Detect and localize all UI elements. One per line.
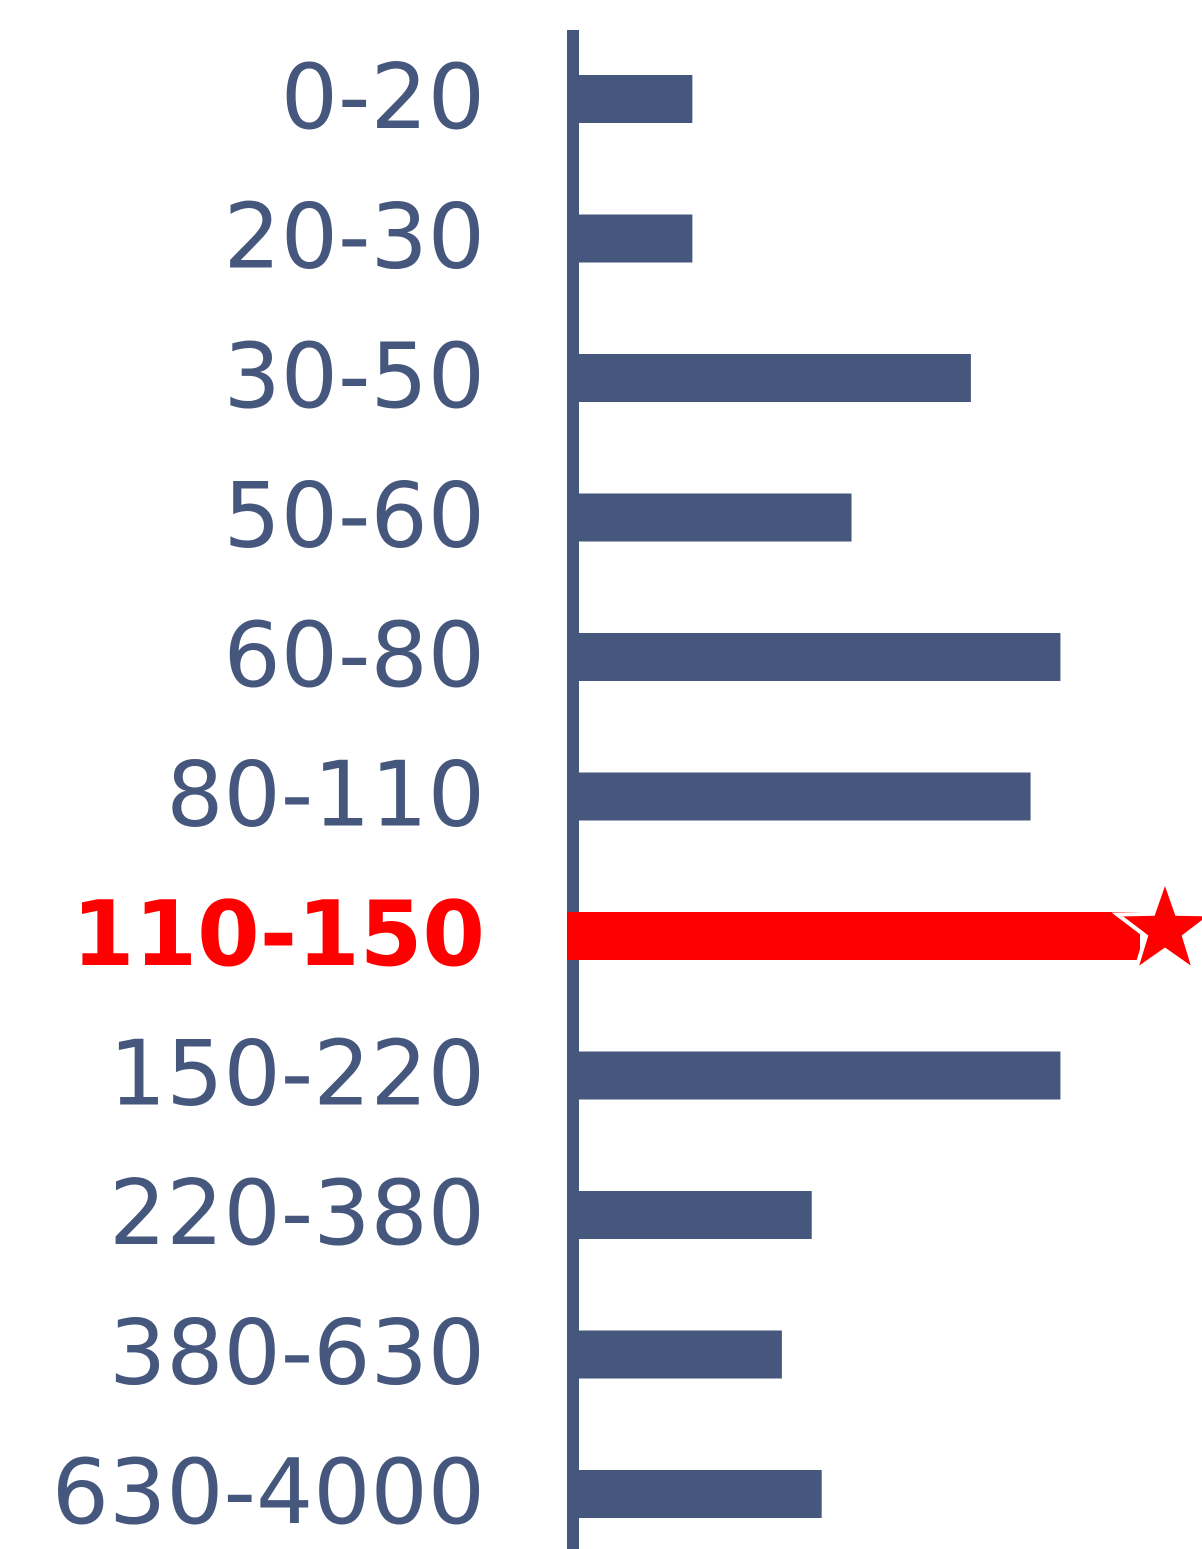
y-tick-label: 60-80	[223, 603, 485, 708]
bar	[579, 772, 1031, 821]
bar	[579, 214, 693, 263]
y-tick-label: 0-20	[281, 45, 485, 150]
y-tick-label: 380-630	[109, 1300, 485, 1405]
y-tick-label: 220-380	[109, 1161, 485, 1266]
bar	[579, 1330, 782, 1379]
y-tick-label: 80-110	[166, 742, 485, 847]
bar	[579, 493, 852, 542]
y-axis-line	[567, 30, 579, 1549]
bar	[579, 633, 1061, 681]
bar	[579, 1051, 1061, 1100]
y-tick-label: 30-50	[223, 324, 485, 429]
y-tick-label: 630-4000	[52, 1440, 485, 1545]
bar	[579, 1470, 822, 1518]
y-tick-label: 50-60	[223, 463, 485, 568]
highlight-star	[1111, 873, 1202, 976]
bar	[579, 354, 971, 402]
y-tick-label: 20-30	[223, 184, 485, 289]
bar	[579, 1191, 812, 1239]
y-tick-label: 150-220	[109, 1021, 485, 1126]
bar	[567, 912, 1140, 960]
y-tick-label: 110-150	[72, 882, 485, 987]
bar	[579, 75, 693, 123]
